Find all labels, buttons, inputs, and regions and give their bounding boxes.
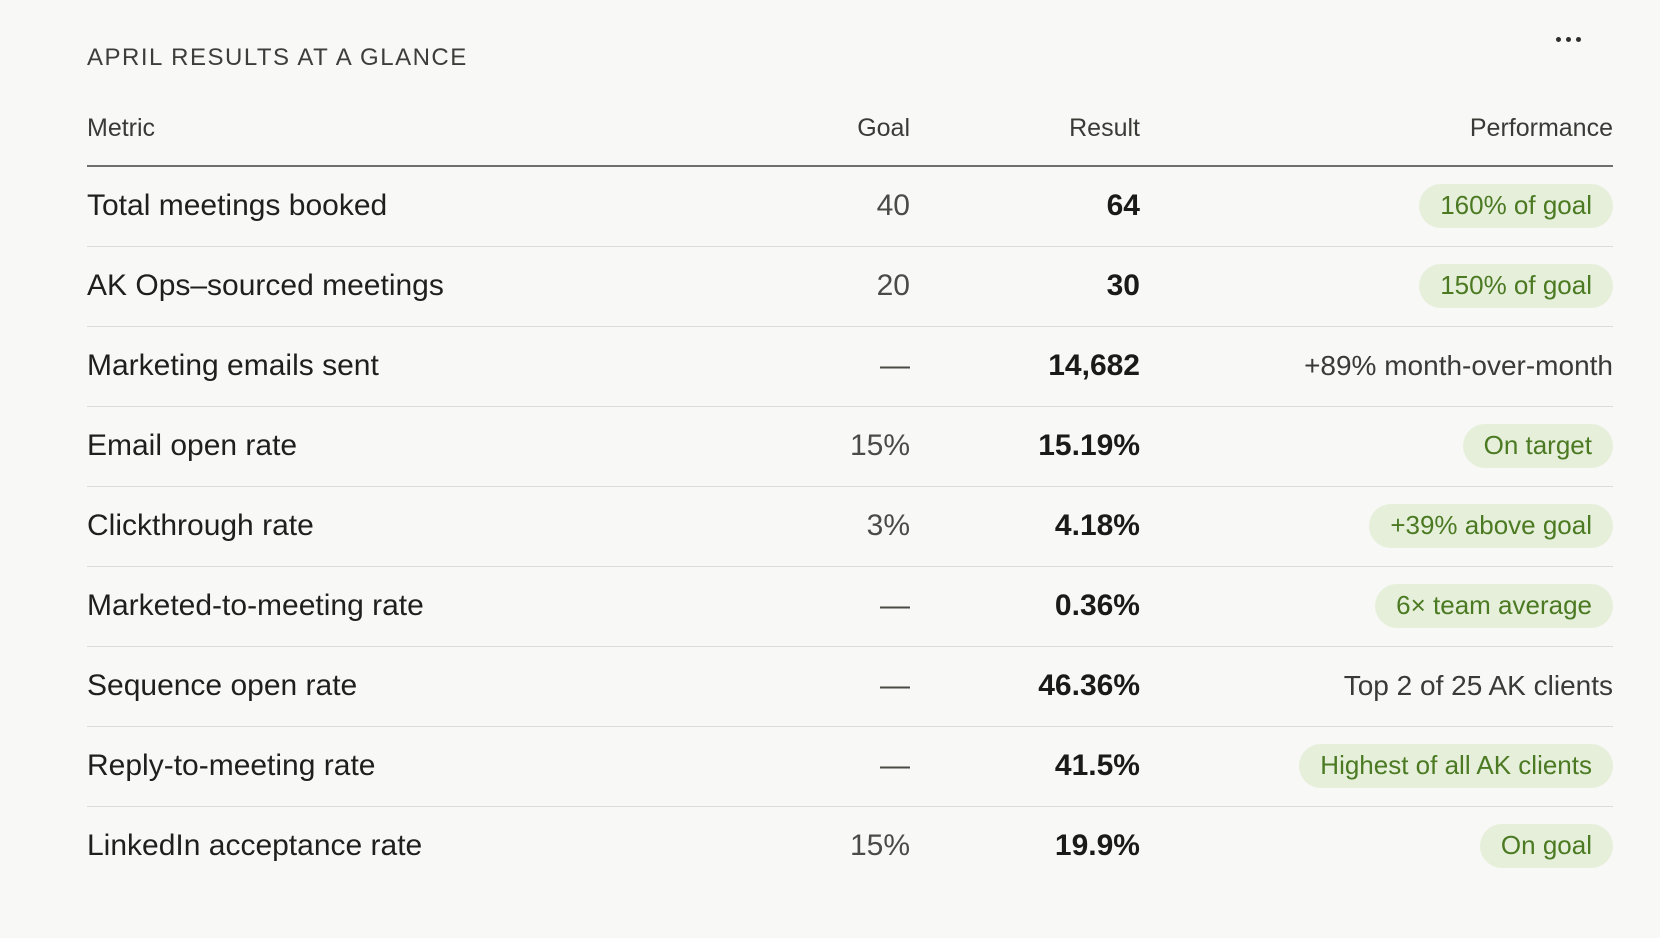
performance-text: Top 2 of 25 AK clients: [1343, 670, 1613, 701]
performance-cell: 160% of goal: [1140, 166, 1613, 247]
performance-badge: 6× team average: [1375, 584, 1613, 628]
column-header-metric: Metric: [87, 98, 647, 167]
metric-name: Marketing emails sent: [87, 326, 647, 407]
performance-badge: +39% above goal: [1369, 504, 1613, 548]
card-title: APRIL RESULTS AT A GLANCE: [87, 44, 468, 71]
goal-value: —: [647, 726, 910, 807]
table-row: Sequence open rate — 46.36% Top 2 of 25 …: [87, 646, 1613, 727]
column-header-goal: Goal: [647, 98, 910, 167]
goal-value: 15%: [849, 829, 910, 863]
more-options-button[interactable]: [1548, 22, 1588, 56]
table-row: Clickthrough rate 3% 4.18% +39% above go…: [87, 486, 1613, 567]
performance-cell: +39% above goal: [1140, 486, 1613, 567]
result-value: 46.36%: [910, 646, 1140, 727]
metric-name: Sequence open rate: [87, 646, 647, 727]
goal-value: —: [647, 326, 910, 407]
metric-name: AK Ops–sourced meetings: [87, 246, 647, 327]
table-row: LinkedIn acceptance rate 15% 19.9% On go…: [87, 806, 1613, 886]
performance-cell: On target: [1140, 406, 1613, 487]
column-header-performance: Performance: [1140, 98, 1613, 167]
table-row: Email open rate 15% 15.19% On target: [87, 406, 1613, 487]
table-row: Total meetings booked 40 64 160% of goal: [87, 166, 1613, 247]
metric-name: Reply-to-meeting rate: [87, 726, 647, 807]
goal-value: 15%: [647, 406, 910, 487]
result-value: 19.9%: [1054, 829, 1140, 863]
performance-badge: Highest of all AK clients: [1299, 744, 1613, 788]
metric-name: Clickthrough rate: [87, 486, 647, 567]
metric-name: Marketed-to-meeting rate: [87, 566, 647, 647]
goal-value: —: [647, 646, 910, 727]
result-value: 4.18%: [910, 486, 1140, 567]
performance-cell: 6× team average: [1140, 566, 1613, 647]
result-value: 0.36%: [910, 566, 1140, 647]
result-value: 41.5%: [910, 726, 1140, 807]
performance-cell: +89% month-over-month: [1140, 326, 1613, 407]
performance-cell: On goal: [1140, 806, 1613, 886]
performance-badge: 160% of goal: [1419, 184, 1613, 229]
goal-value: 20: [647, 246, 910, 327]
result-value: 30: [910, 246, 1140, 327]
goal-value: —: [647, 566, 910, 647]
goal-value: 3%: [647, 486, 910, 567]
results-table: Metric Goal Result Performance Total mee…: [87, 98, 1613, 886]
performance-cell: 150% of goal: [1140, 246, 1613, 327]
table-row: Marketing emails sent — 14,682 +89% mont…: [87, 326, 1613, 407]
table-header: Metric Goal Result Performance: [87, 98, 1613, 167]
table-row: Marketed-to-meeting rate — 0.36% 6× team…: [87, 566, 1613, 647]
performance-text: +89% month-over-month: [1304, 350, 1613, 381]
metric-name: Total meetings booked: [87, 166, 647, 247]
table-row: Reply-to-meeting rate — 41.5% Highest of…: [87, 726, 1613, 807]
performance-cell: Highest of all AK clients: [1140, 726, 1613, 807]
performance-cell: Top 2 of 25 AK clients: [1140, 646, 1613, 727]
result-value: 14,682: [910, 326, 1140, 407]
performance-badge: 150% of goal: [1419, 264, 1613, 308]
performance-badge: On goal: [1479, 824, 1613, 869]
metric-name: LinkedIn acceptance rate: [87, 829, 423, 863]
goal-value: 40: [647, 166, 910, 247]
more-horizontal-icon: [1575, 36, 1581, 42]
metric-name: Email open rate: [87, 406, 647, 487]
result-value: 64: [910, 166, 1140, 247]
more-horizontal-icon: [1555, 36, 1561, 42]
result-value: 15.19%: [910, 406, 1140, 487]
column-header-result: Result: [910, 98, 1140, 167]
table-row: AK Ops–sourced meetings 20 30 150% of go…: [87, 246, 1613, 327]
more-horizontal-icon: [1565, 36, 1571, 42]
performance-badge: On target: [1462, 424, 1613, 468]
